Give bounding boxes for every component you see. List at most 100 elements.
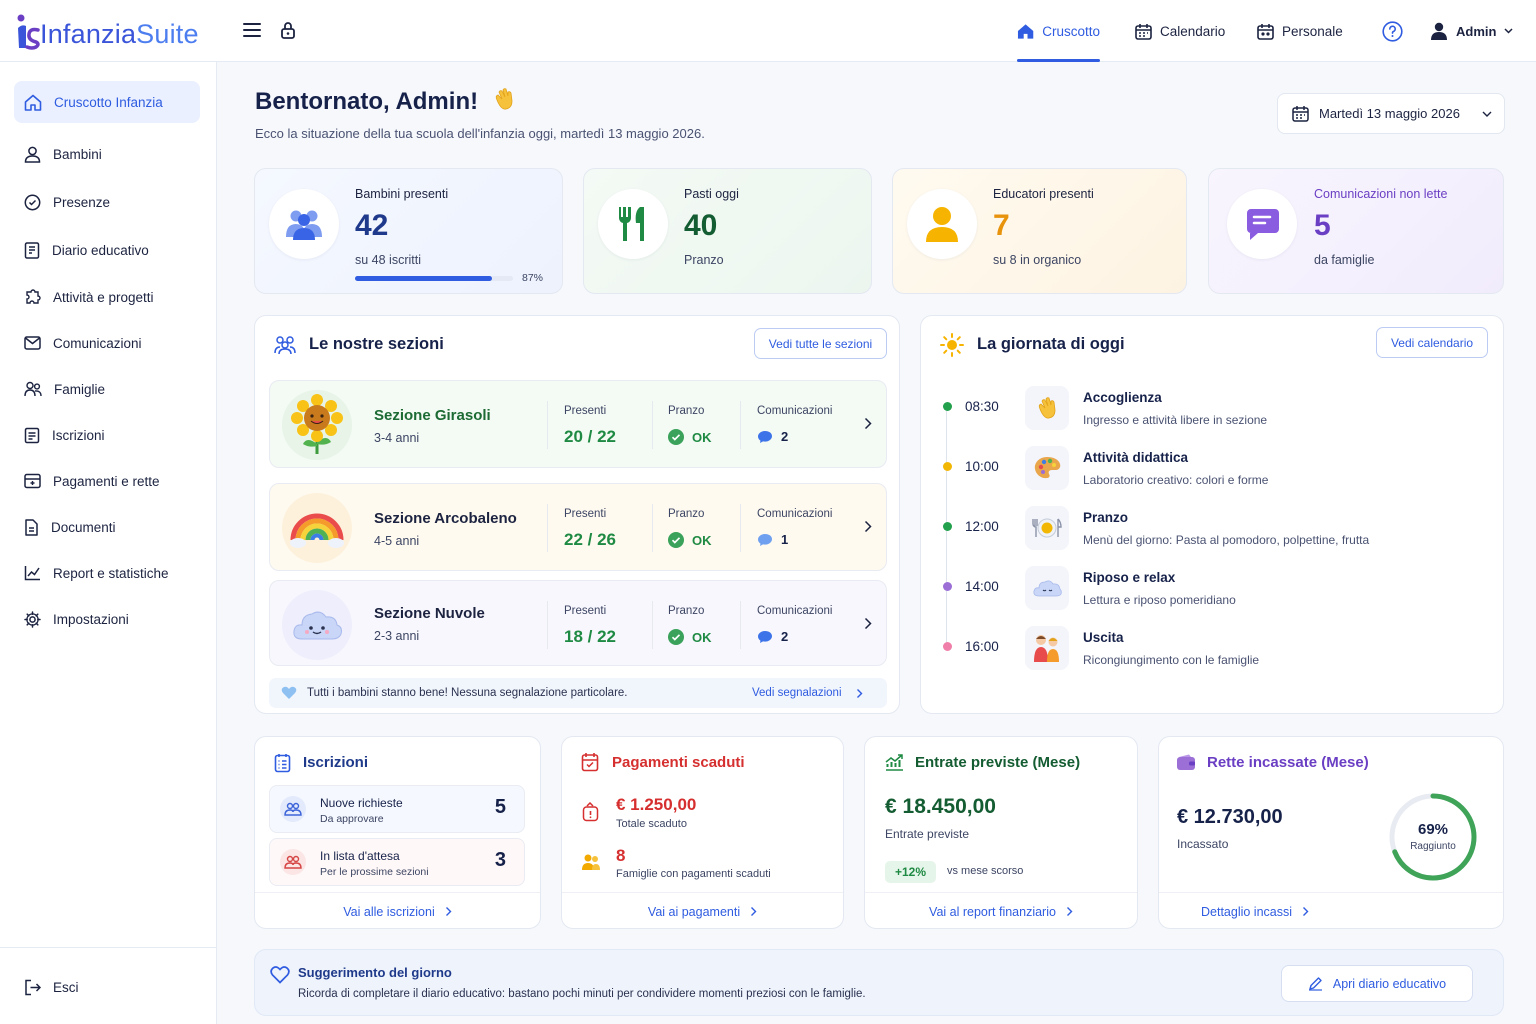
chevron-right-icon[interactable]	[864, 617, 872, 630]
view-calendar-button[interactable]: Vedi calendario	[1376, 327, 1488, 358]
user-name: Admin	[1456, 23, 1497, 39]
page-title-text: Bentornato, Admin!	[255, 88, 479, 115]
stat-card-educators[interactable]: Educatori presenti 7 su 8 in organico	[892, 168, 1187, 294]
timeline-dot	[943, 582, 952, 591]
app-logo[interactable]: InfanziaSuite	[16, 12, 199, 50]
mini-row-title: Nuove richieste	[320, 796, 403, 810]
chevron-right-icon	[445, 907, 452, 916]
timeline-time: 12:00	[965, 519, 999, 534]
enrollments-card: Iscrizioni Nuove richieste Da approvare …	[254, 736, 541, 929]
users-icon	[284, 802, 302, 816]
present-label: Presenti	[564, 508, 607, 520]
sidebar-item-bambini[interactable]: Bambini	[14, 133, 200, 175]
section-present-count: 18 / 22	[564, 627, 616, 646]
sidebar-item-famiglie[interactable]: Famiglie	[14, 368, 200, 410]
open-diary-button[interactable]: Apri diario educativo	[1281, 965, 1473, 1002]
trend-chart-icon	[885, 754, 903, 771]
collected-fees-card: Rette incassate (Mese) € 12.730,00 Incas…	[1158, 736, 1504, 929]
chevron-right-icon[interactable]	[864, 417, 872, 430]
tab-label: Cruscotto	[1042, 23, 1100, 39]
section-name: Sezione Girasoli	[374, 407, 491, 424]
sidebar-item-iscrizioni[interactable]: Iscrizioni	[14, 414, 200, 456]
new-requests-row[interactable]: Nuove richieste Da approvare 5	[269, 785, 525, 833]
stat-sub: da famiglie	[1314, 253, 1375, 267]
sidebar-item-label: Documenti	[51, 519, 116, 535]
comm-count: 2	[781, 429, 789, 444]
logo-main-text: Infanzia	[40, 19, 137, 49]
sidebar-item-label: Bambini	[53, 146, 102, 162]
tab-cruscotto[interactable]: Cruscotto	[1017, 0, 1100, 62]
user-menu[interactable]: Admin	[1430, 0, 1513, 62]
view-all-sections-button[interactable]: Vedi tutte le sezioni	[754, 328, 887, 359]
sidebar-item-report[interactable]: Report e statistiche	[14, 552, 200, 594]
lunch-status: OK	[692, 429, 712, 445]
puzzle-icon	[26, 288, 41, 304]
section-row-nuvole[interactable]: Sezione Nuvole 2-3 anni Presenti 18 / 22…	[269, 580, 887, 666]
chevron-right-icon[interactable]	[864, 520, 872, 533]
overdue-amount-label: Totale scaduto	[616, 818, 687, 830]
sidebar-item-attivita[interactable]: Attività e progetti	[14, 276, 200, 318]
sections-card: Le nostre sezioni Vedi tutte le sezioni …	[254, 315, 900, 714]
help-icon[interactable]	[1382, 21, 1403, 42]
go-payments-link[interactable]: Vai ai pagamenti	[562, 892, 843, 930]
menu-icon[interactable]	[243, 21, 261, 39]
stat-card-meals[interactable]: Pasti oggi 40 Pranzo	[583, 168, 872, 294]
sidebar-item-presenze[interactable]: Presenze	[14, 181, 200, 223]
stat-value: 7	[993, 209, 1010, 242]
lunch-label: Pranzo	[668, 508, 705, 520]
section-age: 4-5 anni	[374, 534, 420, 548]
mail-icon	[24, 336, 41, 350]
timeline-dot	[943, 462, 952, 471]
fees-amount-label: Incassato	[1177, 837, 1229, 851]
logout-button[interactable]: Esci	[14, 966, 200, 1008]
income-amount: € 18.450,00	[885, 795, 996, 818]
heart-outline-icon	[270, 966, 290, 984]
stat-value: 5	[1314, 209, 1331, 242]
tab-calendario[interactable]: Calendario	[1135, 0, 1225, 62]
day-schedule-card: La giornata di oggi Vedi calendario 08:3…	[920, 315, 1504, 714]
chat-icon	[758, 430, 772, 443]
cutlery-icon	[618, 207, 644, 241]
stat-card-children[interactable]: Bambini presenti 42 su 48 iscritti 87%	[254, 168, 563, 294]
go-enrollments-link[interactable]: Vai alle iscrizioni	[255, 892, 540, 930]
section-present-count: 22 / 26	[564, 530, 616, 549]
sidebar-item-impostazioni[interactable]: Impostazioni	[14, 598, 200, 640]
sections-title: Le nostre sezioni	[309, 335, 444, 353]
section-row-arcobaleno[interactable]: Sezione Arcobaleno 4-5 anni Presenti 22 …	[269, 483, 887, 571]
sidebar-item-documenti[interactable]: Documenti	[14, 506, 200, 548]
plate-icon	[1032, 518, 1062, 538]
sidebar-item-comunicazioni[interactable]: Comunicazioni	[14, 322, 200, 364]
chevron-down-icon	[1504, 28, 1513, 34]
waiting-list-row[interactable]: In lista d'attesa Per le prossime sezion…	[269, 838, 525, 886]
view-reports-link[interactable]: Vedi segnalazioni	[752, 687, 863, 699]
go-finance-report-link[interactable]: Vai al report finanziario	[865, 892, 1137, 930]
timeline-dot	[943, 522, 952, 531]
present-label: Presenti	[564, 405, 607, 417]
stat-card-messages[interactable]: Comunicazioni non lette 5 da famiglie	[1208, 168, 1504, 294]
tip-title: Suggerimento del giorno	[298, 965, 452, 980]
fees-detail-link[interactable]: Dettaglio incassi	[1159, 892, 1503, 930]
tab-personale[interactable]: Personale	[1257, 0, 1343, 62]
stat-sub: su 8 in organico	[993, 253, 1082, 267]
section-age: 2-3 anni	[374, 629, 420, 643]
section-row-girasoli[interactable]: Sezione Girasoli 3-4 anni Presenti 20 / …	[269, 380, 887, 468]
sidebar-item-label: Diario educativo	[52, 242, 149, 258]
timeline-time: 08:30	[965, 399, 999, 414]
date-picker[interactable]: Martedì 13 maggio 2026	[1277, 93, 1505, 134]
chart-icon	[24, 566, 40, 581]
progress-fill	[355, 276, 493, 281]
comm-label: Comunicazioni	[757, 405, 833, 417]
sidebar-item-diario[interactable]: Diario educativo	[14, 229, 200, 271]
timeline-desc: Menù del giorno: Pasta al pomodoro, polp…	[1083, 533, 1370, 547]
lock-icon[interactable]	[280, 21, 296, 39]
palette-icon	[1034, 457, 1061, 479]
sidebar-item-pagamenti[interactable]: Pagamenti e rette	[14, 460, 200, 502]
link-label: Vai ai pagamenti	[647, 904, 741, 919]
mini-row-value: 5	[494, 796, 506, 818]
sleeping-cloud-icon	[1033, 580, 1062, 597]
tab-label: Calendario	[1160, 23, 1226, 39]
user-icon	[24, 146, 41, 163]
waving-hand-icon	[1038, 397, 1056, 419]
sidebar-item-cruscotto[interactable]: Cruscotto Infanzia	[14, 81, 200, 123]
overdue-families-count: 8	[616, 846, 626, 865]
